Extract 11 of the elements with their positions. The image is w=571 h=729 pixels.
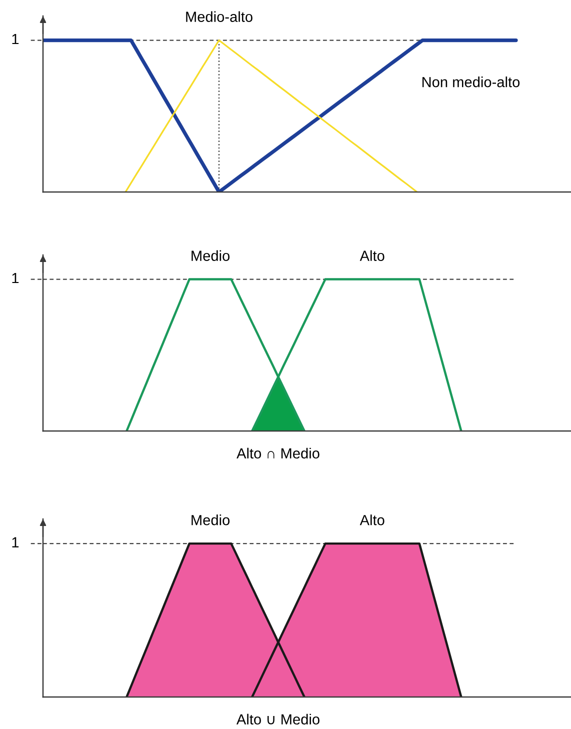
series-label: Alto ∩ Medio [236, 448, 320, 459]
ref-line-label: 1 [12, 273, 19, 284]
series-label: Medio [192, 250, 230, 261]
series-label: Medio [192, 514, 230, 526]
series-label: Alto ∪ Medio [236, 714, 320, 725]
series-label: Alto [360, 250, 384, 261]
series-label: Medio-alto [186, 11, 252, 22]
series-label: Non medio-alto [422, 76, 520, 88]
ref-line-label: 1 [12, 537, 19, 548]
series-label: Alto [360, 514, 384, 526]
ref-line-label: 1 [12, 34, 19, 44]
